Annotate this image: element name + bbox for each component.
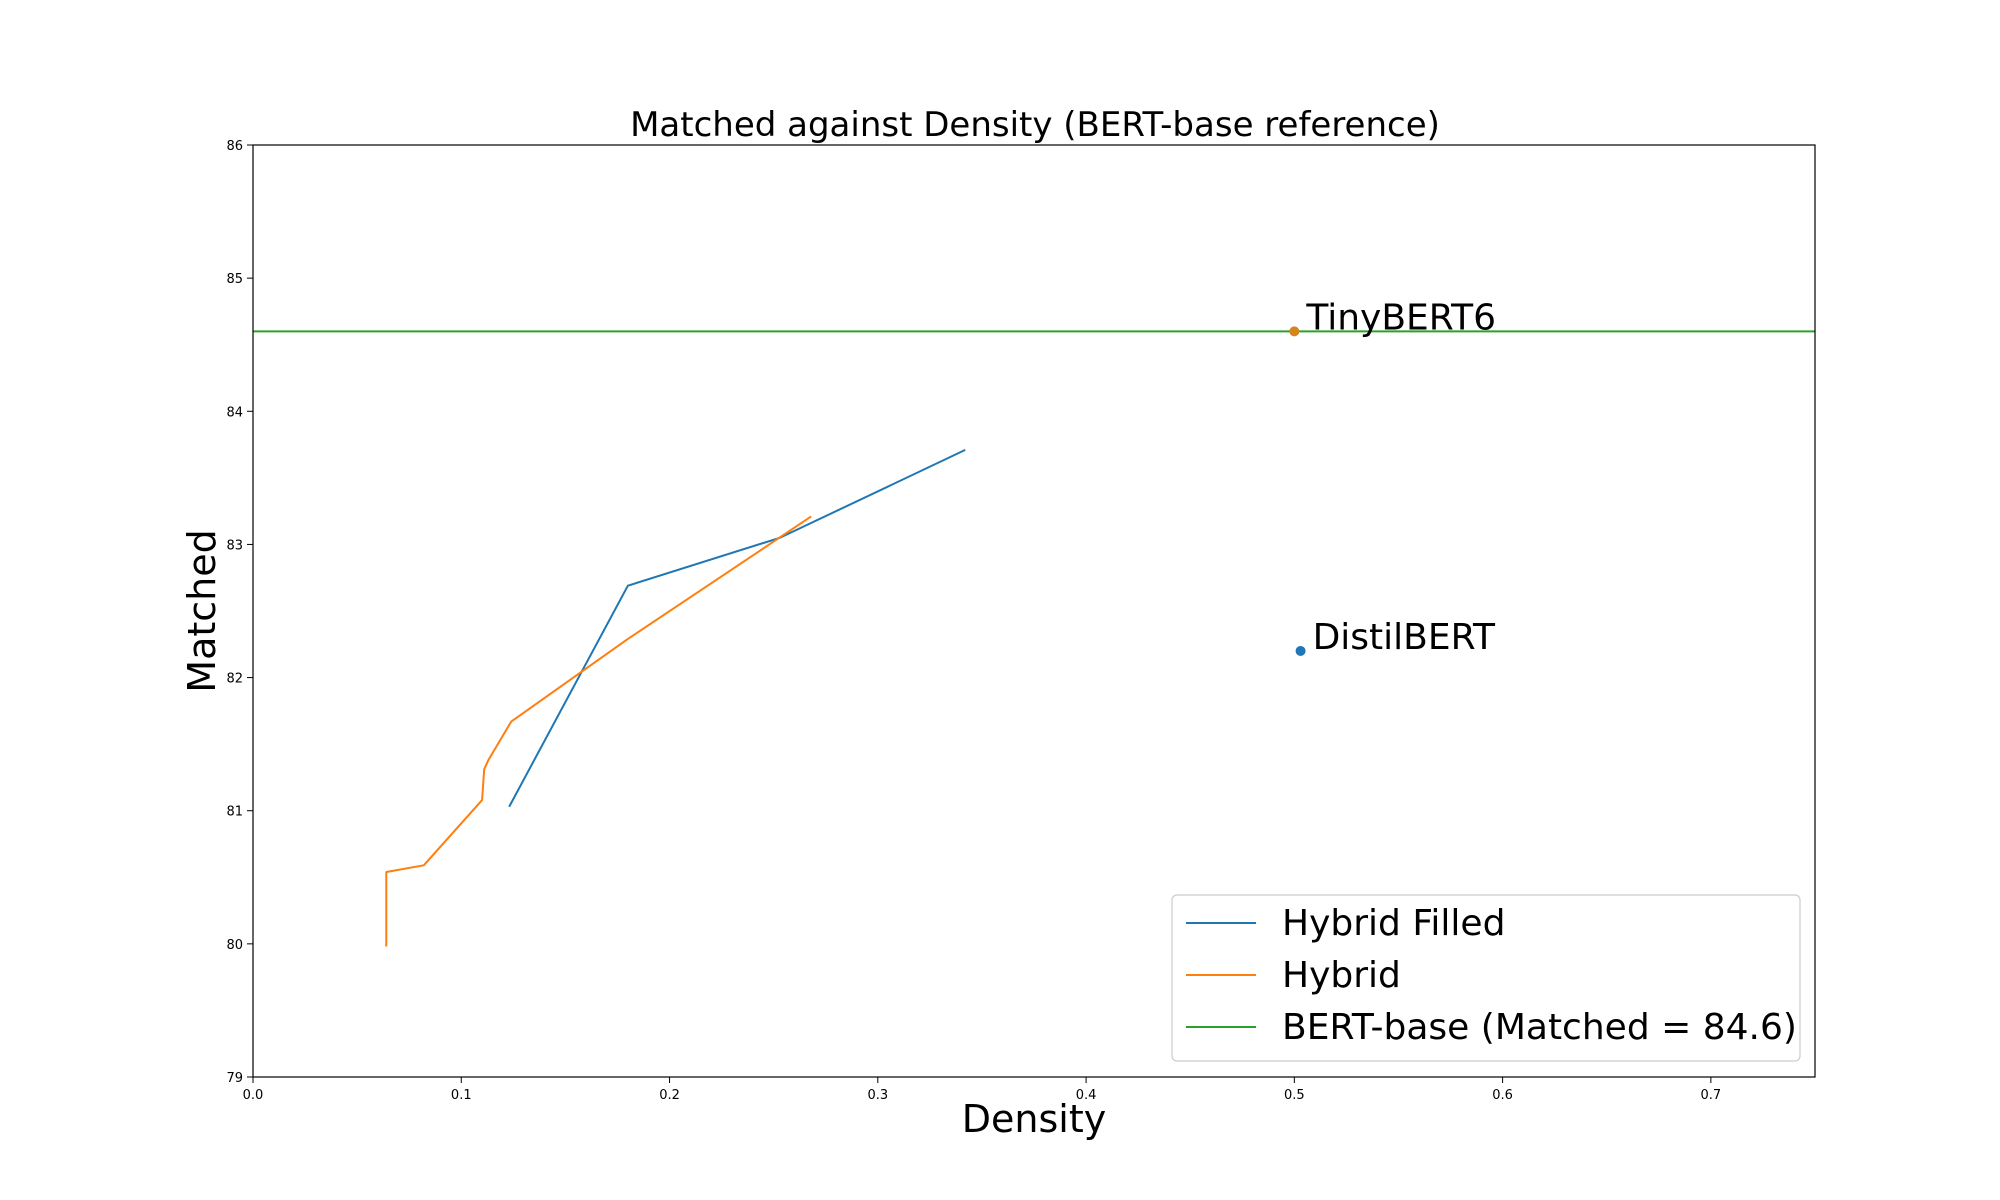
annotation-tinybert6: TinyBERT6 bbox=[1305, 297, 1496, 338]
x-tick-label: 0.4 bbox=[1076, 1088, 1097, 1103]
series-line-hybrid-filled bbox=[508, 448, 966, 808]
x-tick-label: 0.0 bbox=[243, 1088, 264, 1103]
point-distilbert bbox=[1295, 645, 1306, 656]
x-tick-label: 0.2 bbox=[659, 1088, 680, 1103]
y-axis-ticks: 79 80 81 82 83 84 85 86 bbox=[226, 139, 253, 1086]
y-tick-label: 82 bbox=[226, 672, 243, 687]
y-tick-label: 83 bbox=[226, 538, 243, 553]
legend: Hybrid Filled Hybrid BERT-base (Matched = … bbox=[1171, 894, 1801, 1062]
x-axis-label: Density bbox=[962, 1097, 1106, 1141]
chart-title: Matched against Density (BERT-base refer… bbox=[630, 105, 1440, 145]
plot-frame bbox=[252, 144, 1816, 1078]
annotations: TinyBERT6 DistilBERT bbox=[1289, 297, 1496, 658]
legend-item-bert-base-label: BERT-base (Matched = 84.6) bbox=[1282, 1007, 1797, 1048]
series-line-hybrid bbox=[385, 515, 812, 947]
y-tick-label: 86 bbox=[226, 139, 243, 154]
y-tick-label: 84 bbox=[226, 405, 243, 420]
x-tick-label: 0.6 bbox=[1492, 1088, 1513, 1103]
annotation-distilbert: DistilBERT bbox=[1313, 617, 1496, 658]
legend-item-hybrid-label: Hybrid bbox=[1282, 955, 1401, 996]
legend-item-hybrid-filled-label: Hybrid Filled bbox=[1282, 903, 1505, 944]
plot-area bbox=[253, 330, 1815, 947]
y-tick-label: 79 bbox=[226, 1071, 243, 1086]
x-tick-label: 0.7 bbox=[1701, 1088, 1722, 1103]
legend-box bbox=[1171, 894, 1801, 1062]
y-tick-label: 81 bbox=[226, 805, 243, 820]
point-tinybert6 bbox=[1289, 326, 1300, 337]
x-tick-label: 0.1 bbox=[451, 1088, 472, 1103]
x-tick-label: 0.5 bbox=[1284, 1088, 1305, 1103]
y-tick-label: 85 bbox=[226, 272, 243, 287]
x-axis-ticks: 0.0 0.1 0.2 0.3 0.4 0.5 0.6 0.7 bbox=[243, 1077, 1722, 1103]
y-tick-label: 80 bbox=[226, 938, 243, 953]
x-tick-label: 0.3 bbox=[867, 1088, 888, 1103]
y-axis-label: Matched bbox=[180, 529, 224, 692]
